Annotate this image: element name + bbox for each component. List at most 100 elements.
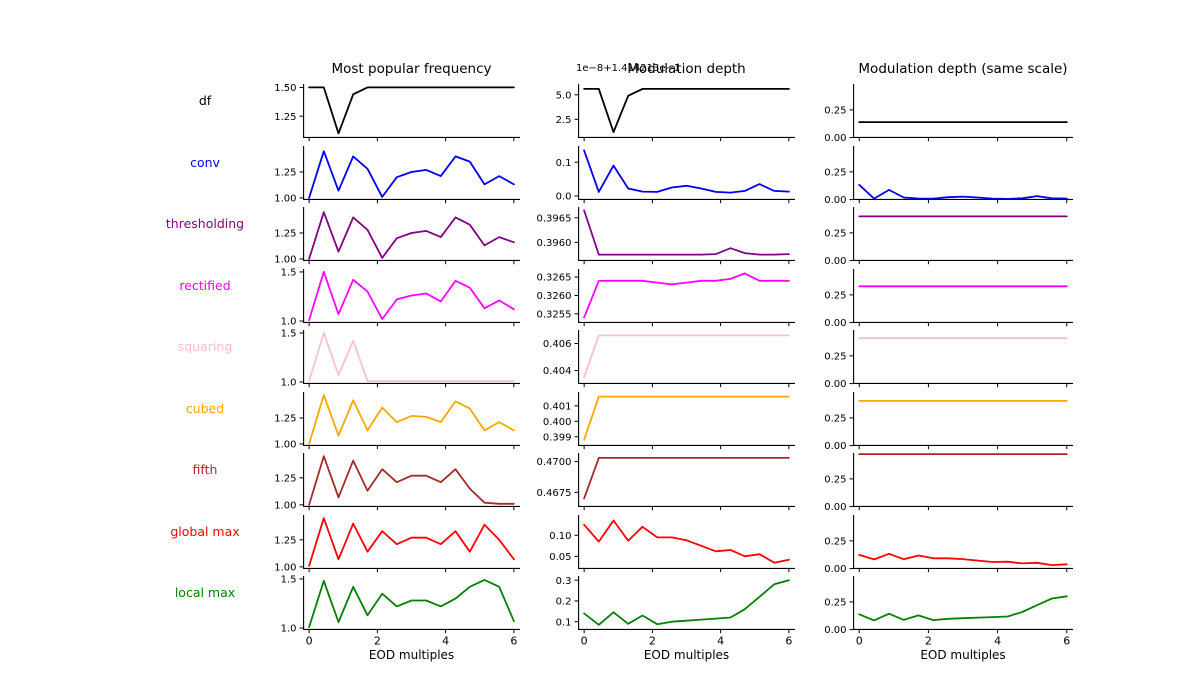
ytick-label: 0.1	[556, 157, 572, 168]
ytick-label: 0.2	[556, 597, 572, 608]
ytick-label: 0.25	[824, 105, 846, 116]
xtick-label: 0	[306, 635, 313, 648]
data-line-local-max	[308, 579, 515, 628]
ytick-label: 1.5	[281, 267, 297, 278]
data-line-cubed	[308, 393, 515, 445]
ytick-label: 0.400	[543, 416, 572, 427]
row-label-fifth: fifth	[192, 462, 218, 477]
ytick-label: 0.4700	[537, 457, 572, 468]
data-line-conv	[858, 183, 1068, 200]
subplot-df-same-scale: 0.25 0.00	[824, 84, 1073, 144]
xtick-label: 0	[856, 635, 863, 648]
ytick-label: 0.406	[543, 339, 572, 350]
data-line-rectified	[583, 272, 790, 318]
data-line-fifth	[583, 457, 790, 500]
ytick-label: 0.00	[824, 133, 846, 144]
ytick-label: 0.25	[824, 290, 846, 301]
ytick-label: 0.00	[824, 318, 846, 329]
xtick-label: 4	[717, 635, 724, 648]
subplot-local-max-same-scale: 0.25 0.00 0 2 4 6	[824, 576, 1073, 648]
ytick-label: 0.00	[824, 625, 846, 636]
subplot-fifth-frequency: 1.25 1.00	[274, 453, 520, 511]
xtick-label: 6	[510, 635, 517, 648]
ytick-label: 0.00	[824, 379, 846, 390]
ytick-label: 0.399	[543, 432, 572, 443]
ytick-label: 1.0	[281, 624, 297, 635]
subplot-fifth-depth: 0.4700 0.4675	[537, 453, 795, 511]
row-label-df: df	[198, 93, 212, 108]
ytick-label: 1.25	[274, 112, 296, 123]
data-line-squaring	[308, 332, 515, 382]
xlabel-frequency-column: EOD multiples	[368, 648, 455, 662]
xlabel-depth-column: EOD multiples	[643, 648, 730, 662]
ytick-label: 0.05	[549, 551, 571, 562]
row-label-thresholding: thresholding	[165, 216, 245, 231]
ytick-label: 0.25	[824, 228, 846, 239]
ytick-label: 0.00	[824, 256, 846, 267]
subplot-thresholding-depth: 0.3965 0.3960	[537, 207, 795, 265]
data-line-thresholding	[583, 209, 790, 256]
data-line-conv	[308, 149, 515, 199]
ytick-label: 1.25	[274, 229, 296, 240]
xtick-label: 2	[374, 635, 381, 648]
subplot-global-max-same-scale: 0.25 0.00	[824, 514, 1073, 575]
data-line-df	[583, 88, 790, 133]
data-line-local-max	[583, 579, 790, 626]
ytick-label: 0.1	[556, 617, 572, 628]
ytick-label: 0.404	[543, 366, 572, 377]
ytick-label: 0.00	[824, 195, 846, 206]
row-label-cubed: cubed	[185, 400, 225, 416]
data-line-thresholding	[308, 211, 515, 260]
subplot-squaring-depth: 0.406 0.404	[543, 330, 795, 388]
subplot-cubed-same-scale: 0.25 0.00	[824, 391, 1073, 452]
column-title-modulation-depth: Modulation depth	[627, 61, 746, 77]
ytick-label: 0.00	[824, 441, 846, 452]
row-label-conv: conv	[190, 154, 220, 170]
xtick-label: 6	[785, 635, 792, 648]
xtick-label: 6	[1063, 635, 1070, 648]
row-label-local-max: local max	[174, 585, 236, 600]
xlabel-same-scale-column: EOD multiples	[920, 648, 1006, 662]
row-label-squaring: squaring	[177, 339, 233, 354]
ytick-label: 0.25	[824, 167, 846, 178]
data-line-cubed	[583, 395, 790, 441]
ytick-label: 1.50	[274, 83, 296, 94]
subplot-thresholding-same-scale: 0.25 0.00	[824, 207, 1073, 267]
ytick-label: 1.00	[274, 500, 296, 511]
column-title-modulation-depth-same-scale: Modulation depth (same scale)	[858, 61, 1068, 77]
subplot-local-max-frequency: 1.5 1.0 0 2 4 6	[281, 575, 520, 648]
data-line-conv	[583, 149, 790, 193]
ytick-label: 0.25	[824, 474, 846, 485]
row-label-global-max: global max	[170, 523, 240, 539]
ytick-label: 2.5	[556, 115, 572, 126]
ytick-label: 0.3265	[537, 272, 572, 283]
subplot-global-max-depth: 0.10 0.05	[549, 514, 795, 572]
ytick-label: 1.00	[274, 562, 296, 573]
data-line-df	[308, 86, 515, 135]
subplot-df-frequency: 1.50 1.25	[274, 83, 520, 142]
subplot-thresholding-frequency: 1.25 1.00	[274, 207, 520, 266]
ytick-label: 5.0	[556, 90, 572, 101]
data-line-fifth	[308, 455, 515, 506]
axis-offset-text: 1e−8+1.414213e−1	[576, 63, 681, 74]
data-line-global-max	[308, 516, 515, 567]
xtick-label: 0	[581, 635, 588, 648]
data-line-local-max	[858, 595, 1068, 622]
column-title-most-popular-frequency: Most popular frequency	[331, 61, 492, 77]
subplot-fifth-same-scale: 0.25 0.00	[824, 453, 1073, 513]
subplot-conv-frequency: 1.25 1.00	[274, 145, 520, 204]
ytick-label: 1.00	[274, 193, 296, 204]
ytick-label: 1.5	[281, 329, 297, 340]
ytick-label: 0.3255	[537, 309, 572, 320]
ytick-label: 0.0	[556, 191, 572, 202]
data-line-global-max	[583, 519, 790, 564]
xtick-label: 4	[994, 635, 1001, 648]
subplot-conv-depth: 0.1 0.0	[556, 145, 795, 203]
ytick-label: 0.4675	[537, 488, 572, 499]
subplot-rectified-depth: 0.3265 0.3260 0.3255	[537, 268, 795, 326]
subplot-cubed-frequency: 1.25 1.00	[274, 391, 520, 450]
ytick-label: 0.3260	[537, 291, 572, 302]
subplot-global-max-frequency: 1.25 1.00	[274, 514, 520, 573]
subplot-local-max-depth: 0.3 0.2 0.1 0 2 4 6	[556, 576, 795, 648]
